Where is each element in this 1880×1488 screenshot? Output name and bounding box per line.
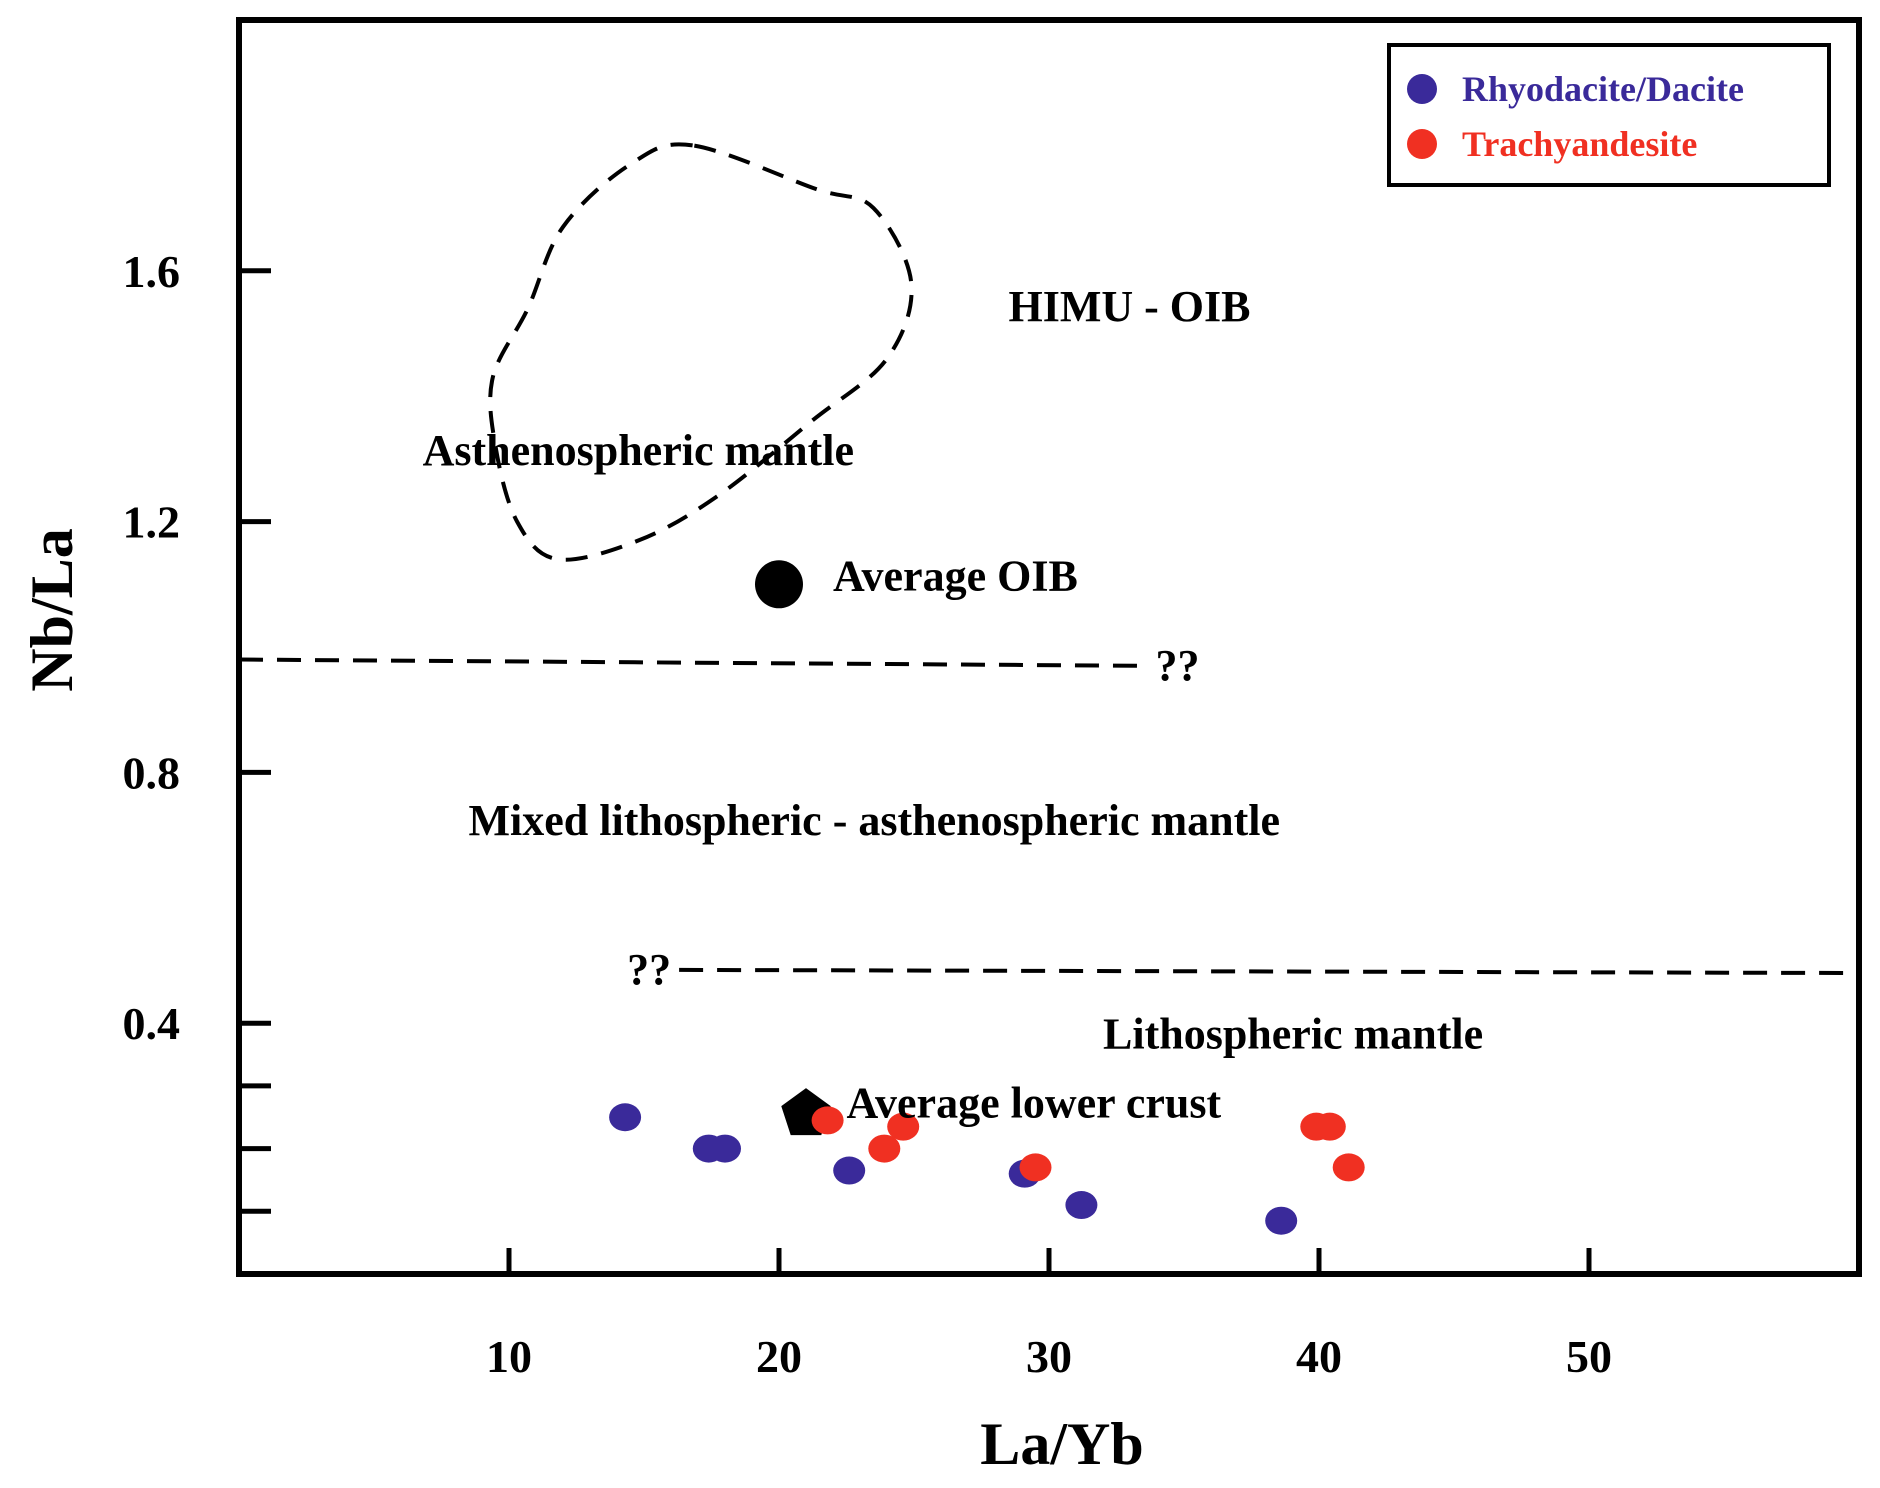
y-tick-label-1.6: 1.6: [123, 246, 181, 297]
rhyodacite-dacite-point-3: [709, 1134, 741, 1163]
trachyandesite-point-6: [1313, 1112, 1346, 1141]
x-tick-label-40: 40: [1296, 1331, 1342, 1382]
legend-label-rhyodacite: Rhyodacite/Dacite: [1462, 69, 1744, 109]
trachyandesite-point-4: [1019, 1153, 1052, 1182]
rhyodacite-dacite-point-6: [1065, 1191, 1098, 1220]
legend: Rhyodacite/Dacite Trachyandesite: [1387, 43, 1831, 187]
trachyandesite-point-3: [887, 1112, 920, 1141]
x-tick-label-10: 10: [486, 1331, 532, 1382]
lower-boundary: [679, 967, 1860, 976]
ticks-group: 10 20 30 40 50 0.4 0.8 1.2 1.6: [123, 246, 1613, 1382]
y-axis-title: Nb/La: [19, 528, 85, 691]
y-tick-label-0.4: 0.4: [123, 998, 181, 1049]
legend-marker-rhyodacite: [1407, 74, 1437, 104]
y-tick-label-1.2: 1.2: [123, 497, 181, 548]
x-tick-label-30: 30: [1026, 1331, 1072, 1382]
y-tick-label-0.8: 0.8: [123, 747, 181, 798]
reference-points-group: [755, 560, 831, 1136]
legend-box: [1387, 43, 1831, 187]
region-label-mixed-lithospheric-asthenospheric-mantle: Mixed lithospheric - asthenospheric mant…: [469, 796, 1281, 845]
trachyandesite-point-1: [811, 1106, 844, 1135]
boundaries-group: ????: [238, 142, 1860, 994]
trachyandesite-point-7: [1332, 1153, 1365, 1182]
x-tick-label-20: 20: [756, 1331, 802, 1382]
asthenospheric-mantle-field: [488, 142, 914, 562]
average-oib-marker: [755, 560, 803, 609]
region-label-average-lower-crust: Average lower crust: [847, 1078, 1222, 1127]
lower-boundary-label: ??: [627, 945, 671, 994]
region-label-lithospheric-mantle: Lithospheric mantle: [1103, 1009, 1483, 1058]
trachyandesite-point-2: [868, 1134, 901, 1163]
x-axis-title: La/Yb: [980, 1411, 1143, 1477]
upper-boundary: [238, 657, 1144, 668]
upper-boundary-label: ??: [1156, 641, 1200, 690]
legend-label-trachyandesite: Trachyandesite: [1462, 124, 1697, 164]
x-tick-label-50: 50: [1566, 1331, 1612, 1382]
region-label-average-oib: Average OIB: [833, 552, 1078, 601]
data-points-group: [609, 1103, 1365, 1235]
legend-marker-trachyandesite: [1407, 129, 1437, 159]
rhyodacite-dacite-point-1: [609, 1103, 642, 1132]
region-labels-group: HIMU - OIB Asthenospheric mantle Average O…: [423, 282, 1484, 1127]
region-label-asthenospheric-mantle: Asthenospheric mantle: [423, 426, 854, 475]
region-label-himu-oib: HIMU - OIB: [1009, 282, 1251, 331]
rhyodacite-dacite-point-7: [1265, 1206, 1298, 1235]
rhyodacite-dacite-point-4: [833, 1156, 866, 1185]
